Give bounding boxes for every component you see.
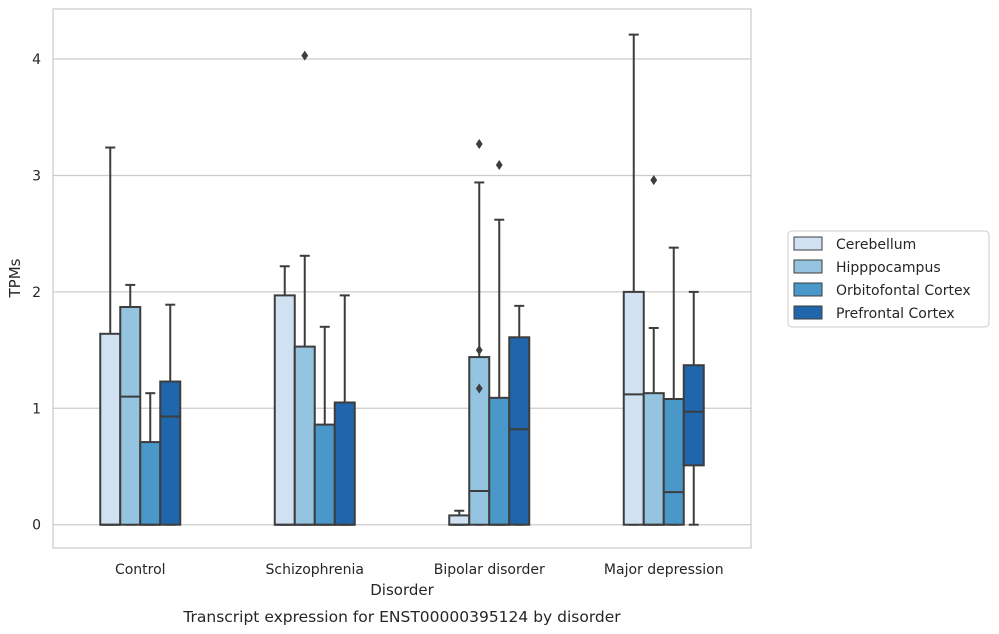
x-tick-label-3: Bipolar disorder: [434, 562, 545, 578]
box-1-4: [159, 303, 182, 526]
box-body: [333, 401, 356, 526]
box-body: [293, 345, 316, 526]
legend-label: Cerebellum: [836, 237, 916, 253]
legend-item-4: Prefrontal Cortex: [793, 305, 955, 322]
box-body: [508, 336, 531, 526]
x-axis-title: Disorder: [370, 581, 434, 599]
outlier-point: [495, 159, 503, 170]
outlier-point: [475, 139, 483, 150]
plot-area: [52, 8, 752, 549]
box-3-3: [488, 159, 511, 526]
box-body: [682, 364, 705, 467]
box-body: [448, 514, 471, 526]
legend-label: Prefrontal Cortex: [836, 306, 955, 322]
box-body: [468, 356, 491, 526]
x-tick-label-4: Major depression: [604, 562, 724, 578]
y-tick-label-1: 1: [32, 401, 41, 417]
y-tick-label-4: 4: [32, 52, 41, 68]
y-tick-label-0: 0: [32, 518, 41, 534]
outlier-point: [650, 175, 658, 186]
legend-item-3: Orbitofontal Cortex: [793, 282, 971, 299]
box-body: [488, 396, 511, 526]
outlier-point: [475, 345, 483, 356]
legend-item-1: Cerebellum: [793, 236, 916, 253]
box-1-1: [99, 146, 122, 526]
legend-label: Orbitofontal Cortex: [836, 283, 971, 299]
x-tick-labels: Control Schizophrenia Bipolar disorder Majo…: [115, 562, 724, 578]
legend: Cerebellum Hipppocampus Orbitofontal Corte…: [787, 230, 990, 328]
box-4-4: [682, 290, 705, 526]
box-body: [99, 332, 122, 526]
y-tick-labels: 0 1 2 3 4: [32, 52, 41, 534]
legend-swatch: [793, 305, 823, 320]
box-2-4: [333, 294, 356, 526]
box-3-2: [468, 139, 491, 526]
box-body: [273, 294, 296, 526]
box-1-2: [119, 283, 142, 526]
box-3-4: [508, 304, 531, 526]
boxes-layer: [99, 33, 705, 526]
legend-swatch: [793, 236, 823, 251]
legend-swatch: [793, 259, 823, 274]
box-2-1: [273, 265, 296, 526]
box-body: [642, 392, 665, 526]
legend-item-2: Hipppocampus: [793, 259, 941, 276]
box-body: [662, 397, 685, 526]
box-body: [159, 380, 182, 526]
box-body: [313, 423, 336, 526]
box-4-1: [622, 33, 645, 526]
box-body: [622, 290, 645, 526]
box-body: [139, 441, 162, 526]
x-tick-label-2: Schizophrenia: [266, 562, 364, 578]
y-tick-label-2: 2: [32, 285, 41, 301]
outlier-point: [301, 50, 309, 61]
outlier-point: [475, 383, 483, 394]
x-tick-label-1: Control: [115, 562, 166, 578]
legend-frame: [787, 230, 990, 328]
legend-label: Hipppocampus: [836, 260, 941, 276]
y-axis-title: TPMs: [6, 258, 24, 298]
chart-caption: Transcript expression for ENST0000039512…: [182, 608, 621, 626]
y-tick-label-3: 3: [32, 168, 41, 184]
box-body: [119, 306, 142, 526]
legend-swatch: [793, 282, 823, 297]
